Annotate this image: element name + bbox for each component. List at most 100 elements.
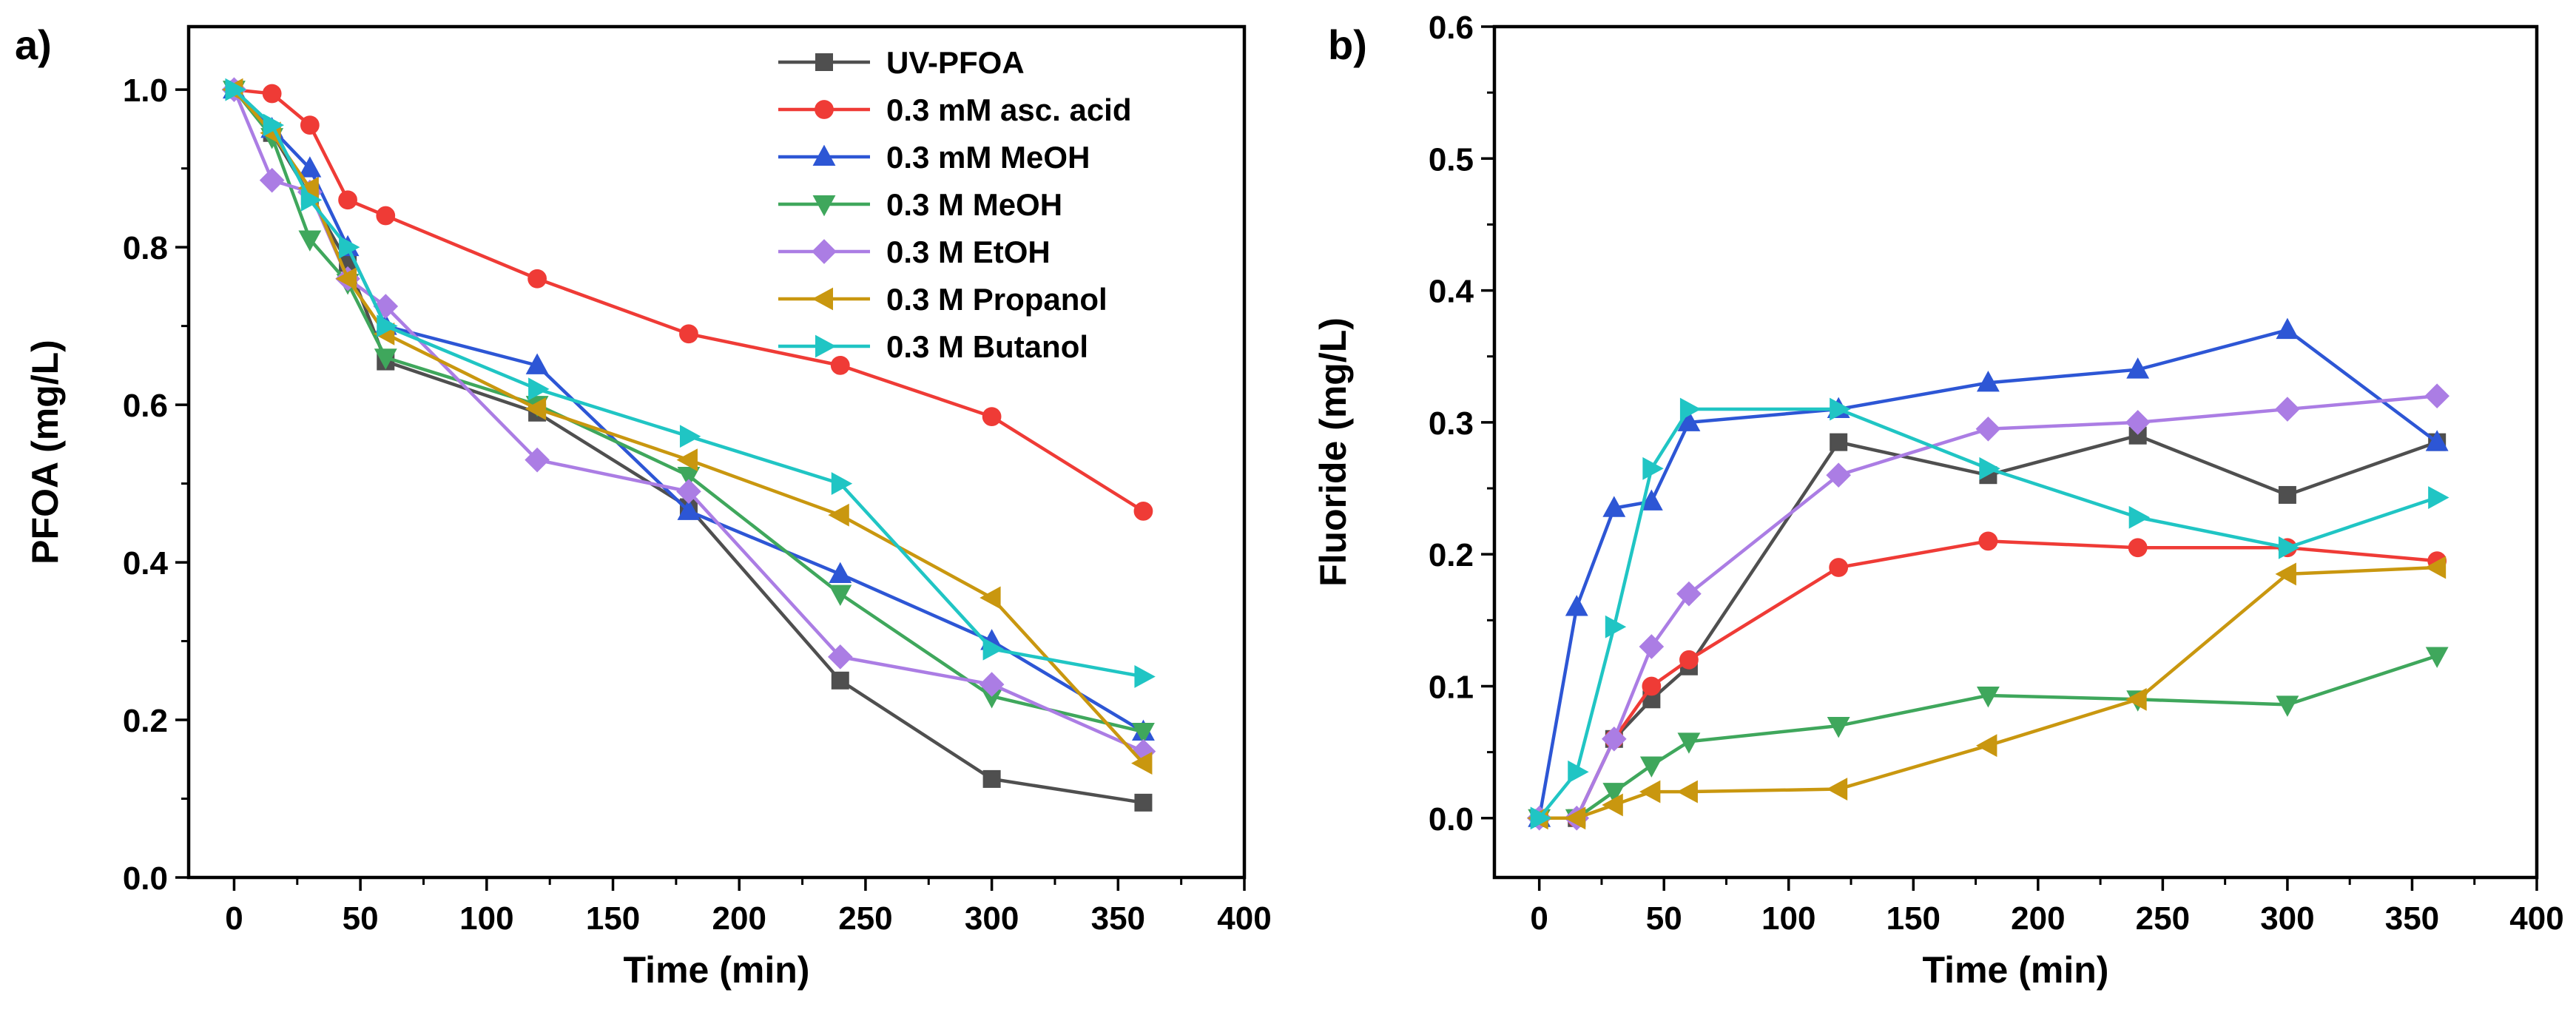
data-point-marker (339, 235, 360, 259)
data-point-marker (982, 769, 1001, 788)
y-tick-label: 0.8 (123, 230, 168, 266)
series-line (232, 87, 1145, 513)
y-tick-label: 0.2 (123, 703, 168, 739)
series-line (1537, 394, 2439, 820)
data-point-marker (1602, 496, 1626, 517)
data-point-marker (528, 377, 550, 401)
series-line (1537, 434, 2439, 820)
series-line (1537, 407, 2439, 820)
legend-marker-sample (815, 100, 834, 119)
legend-label: 0.3 mM MeOH (886, 140, 1090, 175)
y-tick-label: 0.6 (123, 388, 168, 424)
data-point-marker (1602, 783, 1626, 804)
series-uv-pfoa (1530, 426, 2447, 827)
legend-item-uv-pfoa: UV-PFOA (778, 45, 1025, 80)
x-tick-label: 200 (2011, 900, 2065, 937)
x-tick-label: 150 (586, 900, 640, 937)
data-point-marker (1639, 489, 1663, 510)
plot-frame (1492, 24, 2539, 880)
data-point-marker (1677, 410, 1701, 431)
x-tick-label: 400 (2509, 900, 2563, 937)
data-point-marker (679, 425, 701, 448)
series-0-3-mm-asc-acid (224, 80, 1153, 521)
x-tick-label: 250 (2136, 900, 2190, 937)
data-point-marker (1530, 806, 1552, 830)
data-point-marker (1676, 780, 1698, 803)
data-point-marker (1134, 793, 1153, 812)
data-point-marker (1601, 726, 1627, 752)
chart-b-fluoride-vs-time: 0 50 100 150 200 250 300 350 400 0.0 0.1 0.2 0.3 0.4 0… (1312, 10, 2564, 991)
data-point-marker (262, 84, 282, 104)
y-tick-label: 0.0 (1429, 801, 1474, 838)
data-point-marker (338, 190, 357, 210)
data-point-marker (2278, 485, 2296, 504)
data-point-marker (1679, 650, 1699, 670)
data-point-marker (2125, 687, 2147, 711)
data-point-marker (1826, 778, 1848, 801)
data-point-marker (1131, 752, 1153, 775)
data-point-marker (300, 115, 320, 135)
data-point-marker (259, 167, 285, 193)
data-point-marker (2275, 397, 2300, 422)
legend-marker-sample (812, 239, 837, 264)
data-point-marker (1976, 371, 2000, 392)
x-tick-label: 0 (1530, 900, 1548, 937)
legend-marker-sample (812, 144, 836, 166)
y-tick-label: 0.0 (123, 860, 168, 897)
data-point-marker (298, 230, 322, 252)
series-0-3-m-butanol (1530, 397, 2449, 830)
data-point-marker (1975, 416, 2001, 442)
x-tick-label: 50 (343, 900, 379, 937)
data-point-marker (980, 586, 1001, 610)
legend: UV-PFOA 0.3 mM asc. acid 0.3 mM MeOH 0.3 M … (778, 45, 1132, 364)
data-point-marker (1827, 716, 1850, 738)
chart-a-pfoa-vs-time: 0 50 100 150 200 250 300 350 400 0.0 0.2 0.4 0.6 0.8 1… (24, 24, 1272, 991)
data-point-marker (830, 355, 850, 375)
panel-a: a) 0 50 100 150 200 250 300 350 400 0.0 0.2 0.4 0.6 0… (15, 21, 1272, 991)
data-point-marker (1602, 793, 1623, 817)
data-point-marker (676, 448, 698, 472)
data-point-marker (1565, 595, 1588, 616)
axes: 0 50 100 150 200 250 300 350 400 0.0 0.2 0.4 0.6 0.8 1… (123, 24, 1272, 937)
x-tick-label: 100 (459, 900, 513, 937)
legend-label: 0.3 M Butanol (886, 329, 1088, 364)
legend-item-0-3-mm-asc-acid: 0.3 mM asc. acid (778, 92, 1132, 127)
series-line (232, 87, 1145, 753)
data-point-marker (829, 562, 852, 584)
legend-label: UV-PFOA (886, 45, 1025, 80)
data-point-marker (525, 353, 549, 374)
data-point-marker (1639, 780, 1661, 803)
data-point-marker (1830, 433, 1848, 451)
data-point-marker (1639, 756, 1663, 778)
data-point-marker (300, 188, 323, 212)
data-point-marker (831, 671, 849, 690)
legend-item-0-3-m-meoh: 0.3 M MeOH (778, 187, 1062, 222)
series-line (232, 87, 1145, 734)
data-point-marker (335, 267, 357, 291)
data-point-marker (2424, 556, 2447, 579)
data-point-marker (1677, 732, 1701, 754)
series-line (232, 87, 1145, 678)
legend-label: 0.3 mM asc. acid (886, 92, 1132, 127)
series-0-3-mm-asc-acid (1529, 531, 2447, 828)
x-tick-label: 250 (838, 900, 892, 937)
series-0-3-m-meoh (223, 81, 1155, 744)
x-tick-label: 200 (712, 900, 766, 937)
y-tick-label: 0.4 (1429, 274, 1474, 310)
series-line (232, 87, 1145, 734)
x-tick-label: 350 (2385, 900, 2439, 937)
x-axis-title: Time (min) (1923, 949, 2109, 991)
series-line (1537, 328, 2439, 820)
data-point-marker (377, 314, 398, 338)
panel-b: b) 0 50 100 150 200 250 300 350 400 0.0 0.1 0.2 0.3 0… (1288, 0, 2576, 1021)
data-point-marker (1829, 558, 1849, 577)
data-point-marker (376, 206, 396, 226)
y-tick-label: 0.3 (1429, 405, 1474, 442)
data-point-marker (298, 156, 322, 178)
x-tick-label: 100 (1761, 900, 1815, 937)
data-point-marker (679, 324, 698, 344)
series-0-3-mm-meoh (1528, 317, 2449, 827)
data-point-marker (525, 397, 547, 420)
data-point-marker (225, 78, 246, 101)
